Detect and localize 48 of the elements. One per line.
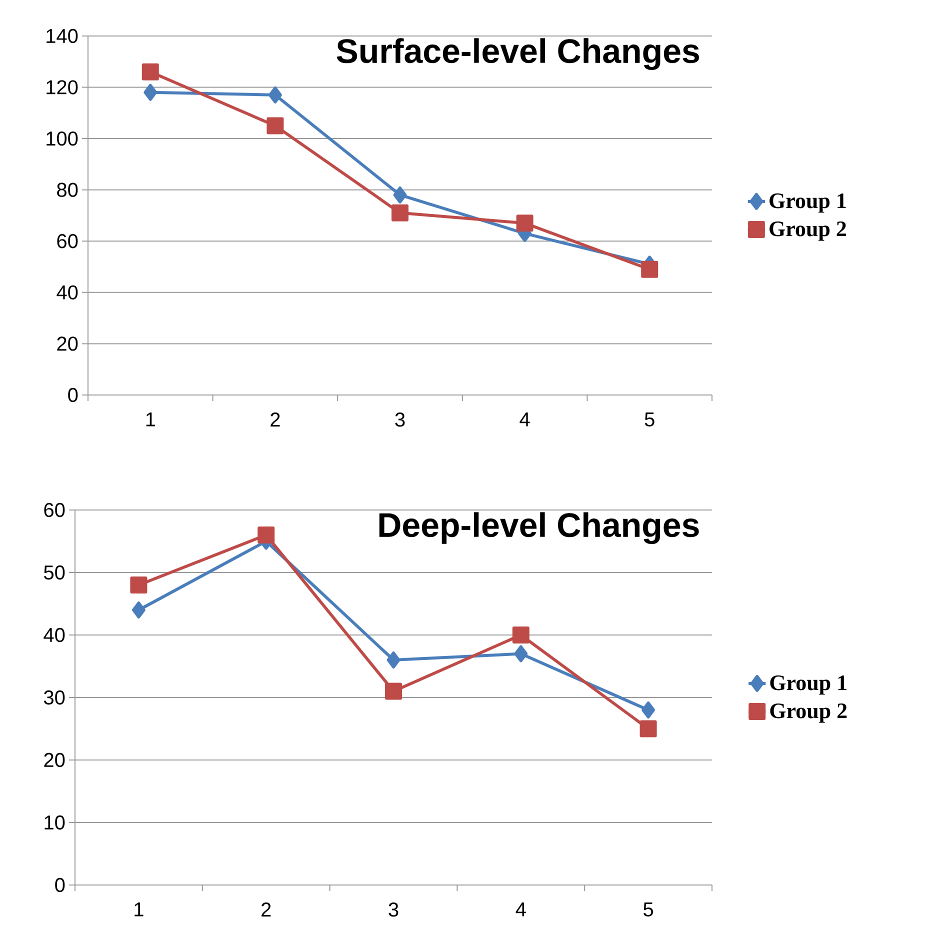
chart-title: Surface-level Changes	[336, 38, 699, 70]
y-tick-label: 80	[57, 182, 78, 197]
y-tick-label: 10	[44, 815, 65, 830]
y-tick-label: 140	[46, 28, 78, 44]
x-tick-label: 4	[520, 412, 530, 426]
point	[640, 720, 657, 738]
y-tick-label: 100	[46, 131, 78, 146]
point	[266, 117, 284, 134]
y-tick-label: 60	[57, 234, 78, 248]
point	[386, 651, 400, 668]
point	[132, 601, 146, 618]
y-tick-label: 20	[44, 752, 65, 768]
x-tick-label: 5	[644, 412, 654, 426]
x-tick-label: 1	[146, 412, 155, 426]
point	[514, 645, 528, 662]
point	[516, 214, 534, 232]
y-tick-label: 20	[57, 336, 78, 351]
y-tick-label: 0	[55, 878, 65, 892]
legend-label: Group 2	[770, 221, 846, 241]
point	[393, 186, 407, 204]
x-tick-label: 5	[644, 902, 654, 916]
y-tick-label: 40	[56, 285, 78, 300]
point	[144, 84, 158, 101]
point	[268, 86, 282, 104]
point	[641, 260, 658, 278]
point	[392, 204, 408, 222]
legend-label: Group 1	[770, 193, 846, 213]
x-tick-label: 1	[134, 902, 144, 916]
x-tick-label: 2	[270, 412, 280, 426]
y-tick-label: 0	[68, 388, 78, 402]
x-tick-label: 3	[395, 412, 405, 427]
y-tick-label: 60	[44, 502, 65, 518]
y-tick-label: 30	[44, 690, 65, 705]
point	[130, 576, 148, 594]
legend-label: Group 1	[770, 675, 846, 695]
y-tick-label: 40	[44, 628, 65, 642]
x-tick-label: 2	[262, 902, 271, 916]
y-tick-label: 50	[44, 565, 65, 580]
legend-label: Group 2	[770, 703, 847, 723]
chart-title: Deep-level Changes	[379, 512, 699, 544]
point	[642, 701, 656, 718]
y-tick-label: 120	[46, 80, 78, 94]
point	[385, 682, 402, 700]
point	[258, 526, 275, 544]
point	[142, 63, 159, 80]
x-tick-label: 3	[388, 902, 398, 917]
x-tick-label: 4	[516, 902, 526, 916]
point	[512, 626, 530, 644]
